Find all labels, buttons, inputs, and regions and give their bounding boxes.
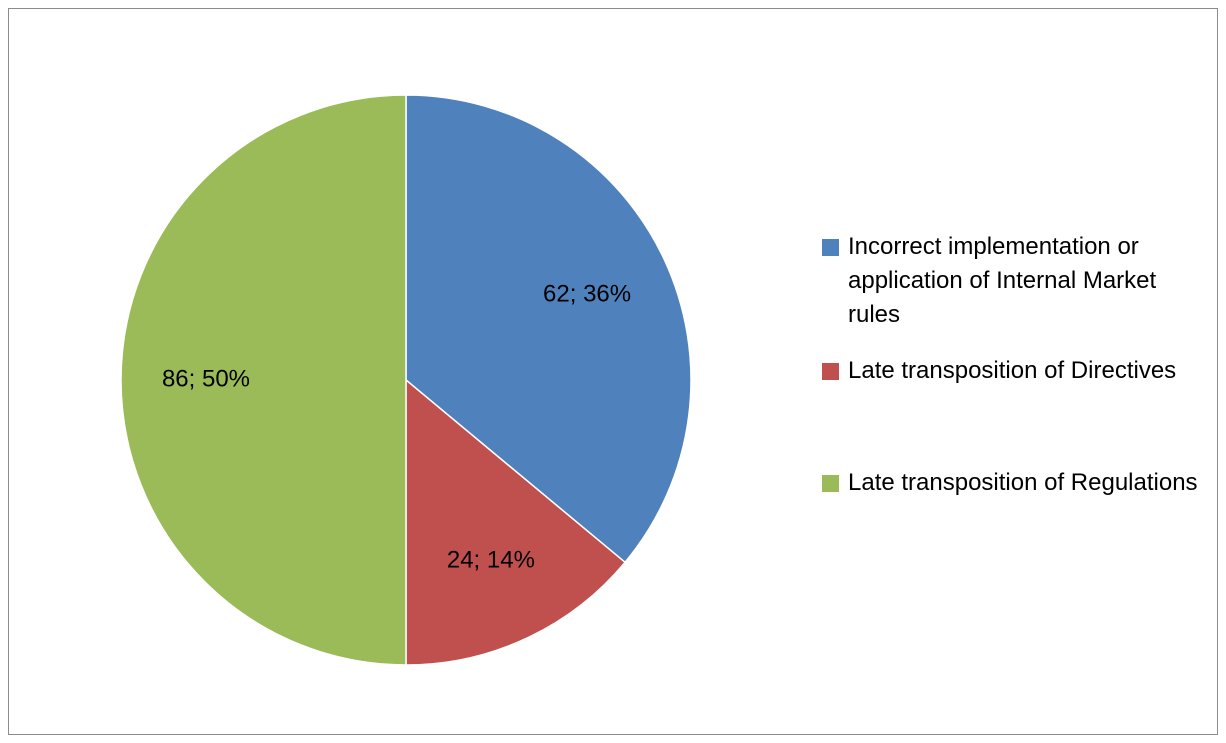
legend-entry: Late transposition of Regulations xyxy=(822,466,1202,500)
legend-entry: Late transposition of Directives xyxy=(822,354,1202,388)
legend-swatch xyxy=(822,363,839,380)
chart-frame xyxy=(8,8,1218,735)
legend-swatch xyxy=(822,239,839,256)
legend-label: Late transposition of Directives xyxy=(848,357,1177,384)
data-label: 86; 50% xyxy=(162,365,250,392)
legend-label: Incorrect implementation or application … xyxy=(848,233,1157,328)
pie-slice xyxy=(405,378,627,666)
pie-slice xyxy=(405,94,692,564)
data-label: 62; 36% xyxy=(543,280,631,307)
legend-label: Late transposition of Regulations xyxy=(848,469,1198,496)
legend-entry: Incorrect implementation or application … xyxy=(822,230,1202,332)
legend-swatch xyxy=(822,475,839,492)
data-label: 24; 14% xyxy=(447,546,535,573)
pie-slice xyxy=(120,94,407,666)
